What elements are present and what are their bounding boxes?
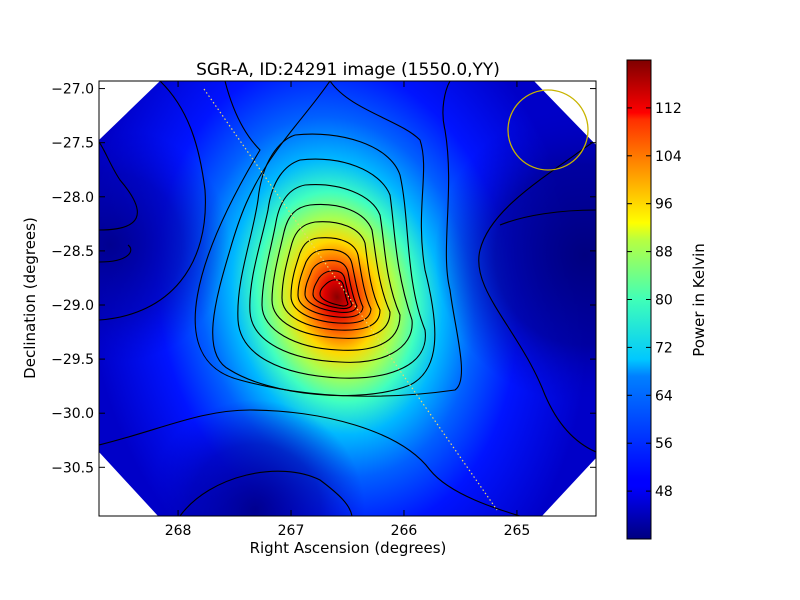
colorbar-ticks: 48 56 64 72 80 88 96 104 112 — [627, 101, 682, 500]
x-tick-label: 266 — [391, 523, 418, 539]
contour-line — [281, 221, 381, 331]
contour-line — [271, 203, 391, 339]
y-tick-label: −29.0 — [51, 298, 94, 314]
contour-line — [319, 279, 349, 307]
contour-line — [297, 249, 364, 318]
contour-line — [249, 158, 413, 363]
colorbar-tick-label: 96 — [655, 197, 673, 213]
chart-title: SGR-A, ID:24291 image (1550.0,YY) — [196, 60, 500, 80]
colorbar-tick-label: 112 — [655, 101, 682, 117]
colorbar-label: Power in Kelvin — [690, 243, 708, 357]
colorbar-tick-label: 64 — [655, 388, 673, 404]
y-tick-label: −27.0 — [51, 82, 94, 98]
x-tick-label: 267 — [278, 523, 305, 539]
contour-line — [261, 184, 401, 351]
colorbar-tick-label: 56 — [655, 436, 673, 452]
contour-lines — [99, 81, 596, 516]
y-axis-label: Declination (degrees) — [21, 217, 39, 379]
x-tick-label: 268 — [165, 523, 192, 539]
heatmap-field — [99, 81, 596, 516]
contour-line — [478, 139, 596, 453]
contour-line — [237, 133, 426, 379]
x-axis-ticks: 268 267 266 265 — [165, 81, 531, 539]
contour-line — [179, 470, 353, 516]
y-tick-label: −29.5 — [51, 352, 94, 368]
y-tick-label: −28.0 — [51, 190, 94, 206]
contour-line — [304, 260, 358, 314]
contour-line — [99, 244, 132, 263]
contour-line — [312, 270, 353, 310]
y-tick-label: −30.0 — [51, 406, 94, 422]
colorbar-tick-label: 88 — [655, 245, 673, 261]
galactic-plane-line — [203, 88, 498, 511]
contour-line — [290, 237, 372, 324]
contour-line — [99, 141, 138, 231]
colorbar: 48 56 64 72 80 88 96 104 112 Power in Kelvin — [626, 59, 708, 540]
plot-frame — [98, 80, 597, 517]
plot-area — [99, 81, 596, 516]
x-axis-label: Right Ascension (degrees) — [250, 539, 447, 557]
colorbar-tick-label: 80 — [655, 293, 673, 309]
contour-line — [499, 209, 596, 226]
y-tick-label: −30.5 — [51, 460, 94, 476]
x-tick-label: 265 — [504, 523, 531, 539]
beam-circle — [507, 89, 589, 171]
y-tick-label: −28.5 — [51, 244, 94, 260]
contour-line — [212, 81, 436, 397]
y-tick-label: −27.5 — [51, 136, 94, 152]
contour-line — [99, 409, 521, 516]
colorbar-tick-label: 104 — [655, 149, 682, 165]
colorbar-tick-label: 48 — [655, 484, 673, 500]
contour-line — [99, 81, 206, 321]
colorbar-tick-label: 72 — [655, 340, 673, 356]
y-axis-ticks: −27.0 −27.5 −28.0 −28.5 −29.0 −29.5 −30.0 −30.5 — [51, 82, 596, 476]
contour-line — [194, 81, 462, 397]
